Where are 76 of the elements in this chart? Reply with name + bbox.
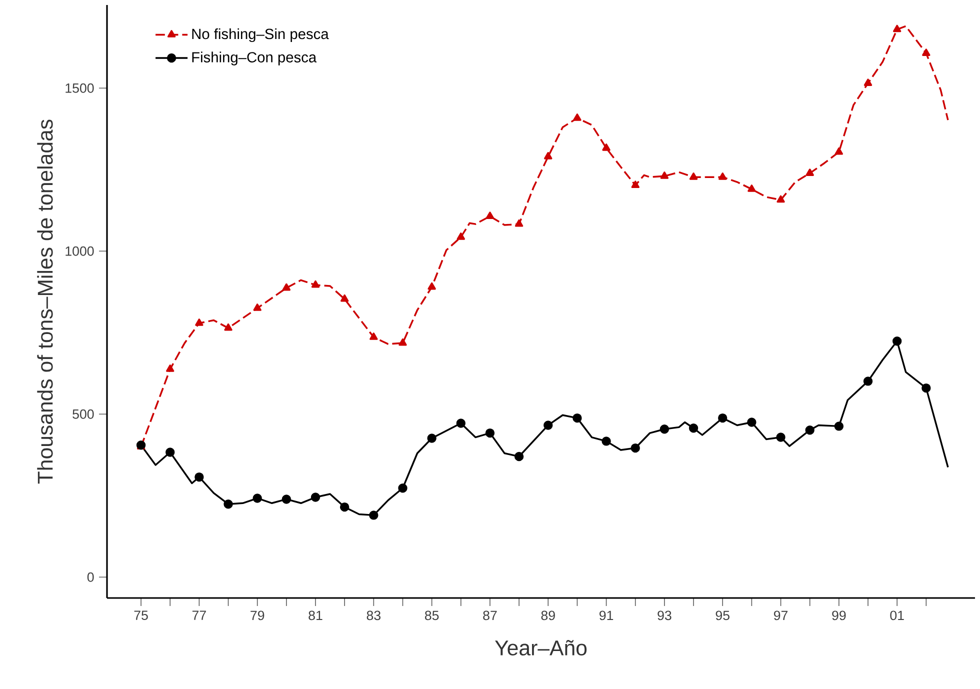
point (486, 212, 494, 219)
point (340, 294, 349, 302)
point (748, 184, 756, 192)
point (572, 413, 582, 423)
point (514, 452, 524, 462)
legend-label: Fishing–Con pesca (192, 52, 317, 66)
point (311, 280, 320, 288)
point (892, 24, 902, 32)
point (369, 510, 378, 520)
x-tick-label: 87 (483, 610, 497, 620)
point (602, 436, 611, 446)
point (573, 114, 582, 121)
point (253, 304, 262, 311)
point (514, 219, 524, 227)
point (456, 418, 466, 428)
point (660, 172, 669, 179)
point (224, 323, 232, 331)
point (485, 428, 495, 438)
point (195, 318, 204, 326)
point (602, 144, 610, 151)
point (718, 172, 727, 180)
point (428, 282, 436, 290)
x-tick-label: 93 (658, 610, 672, 620)
point (660, 424, 670, 434)
point (282, 494, 292, 504)
y-tick-label: 1500 (66, 83, 94, 93)
x-axis-title: Year–Año (495, 640, 587, 656)
x-tick-label: 77 (192, 610, 206, 620)
x-tick-label: 79 (250, 610, 264, 620)
point (166, 448, 175, 457)
point (398, 338, 407, 346)
point (718, 413, 728, 423)
x-tick-label: 97 (774, 610, 788, 620)
x-tick-label: 99 (832, 610, 846, 620)
point (864, 78, 872, 86)
x-tick-label: 95 (716, 610, 730, 620)
x-tick-label: 89 (541, 610, 555, 620)
point (863, 376, 873, 386)
y-tick-label: 500 (72, 409, 94, 419)
x-tick-label: 91 (600, 610, 614, 620)
point (922, 48, 930, 56)
y-axis-title: Thousands of tons–Miles de toneladas (37, 120, 53, 484)
point (834, 422, 844, 431)
point (224, 500, 233, 509)
point (310, 492, 320, 502)
point (805, 426, 814, 435)
point (747, 418, 756, 427)
point (166, 364, 174, 372)
point (456, 232, 466, 240)
point (630, 443, 640, 453)
x-tick-label: 85 (424, 610, 439, 620)
x-tick-label: 81 (308, 610, 322, 620)
point (370, 332, 378, 340)
point (194, 472, 204, 482)
point (544, 420, 553, 430)
point (689, 172, 698, 180)
point (776, 195, 785, 203)
point (252, 494, 262, 503)
point (922, 383, 931, 393)
legend-label: No fishing–Sin pesca (192, 28, 329, 42)
y-tick-label: 1000 (66, 246, 94, 256)
x-tick-label: 83 (366, 610, 380, 620)
point (427, 434, 436, 443)
point (631, 180, 640, 188)
point (806, 168, 814, 176)
y-tick-label: 0 (87, 572, 94, 582)
point (688, 424, 698, 433)
point (340, 502, 350, 512)
x-tick-label: 75 (134, 610, 148, 620)
point (892, 336, 902, 346)
point (776, 432, 786, 442)
point (544, 152, 552, 160)
point (398, 484, 408, 493)
x-tick-label: 01 (890, 610, 904, 620)
point (282, 283, 291, 291)
point (834, 147, 844, 155)
